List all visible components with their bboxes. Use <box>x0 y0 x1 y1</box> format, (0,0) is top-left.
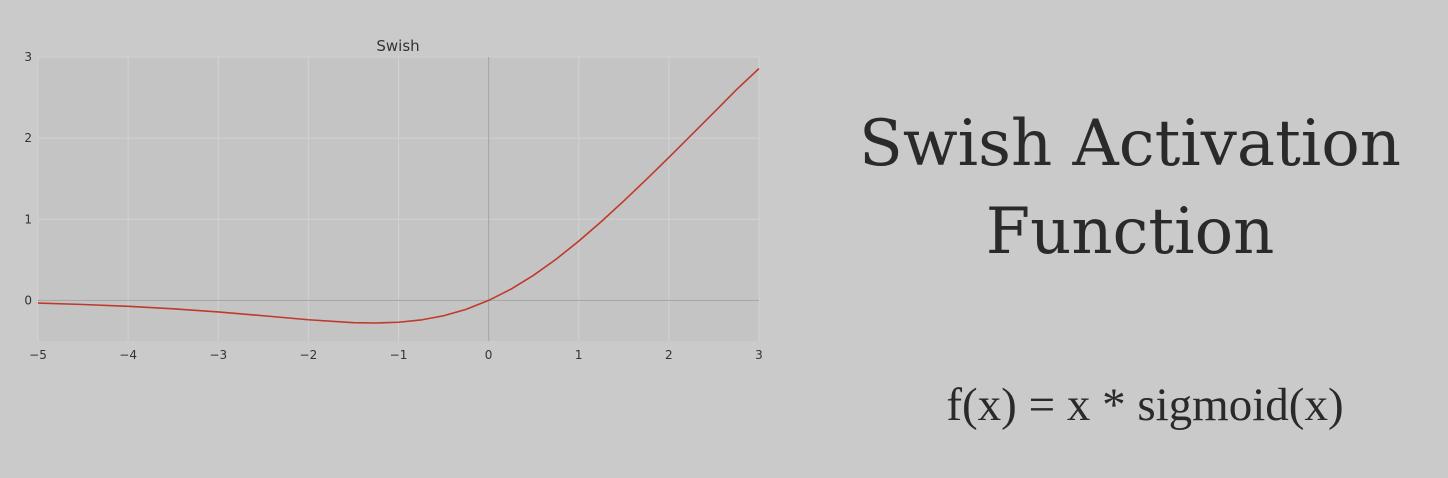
chart-title: Swish <box>376 37 419 55</box>
x-tick-label: −2 <box>300 348 318 362</box>
zero-axes <box>38 57 759 341</box>
x-tick-label: 2 <box>665 348 673 362</box>
y-tick-label: 3 <box>24 50 32 64</box>
headline-line-1: Swish Activation <box>859 107 1401 181</box>
swish-chart: −5 −4 −3 −2 −1 0 1 2 3 0 1 2 3 Swish <box>24 37 763 362</box>
y-tick-labels: 0 1 2 3 <box>24 50 32 307</box>
headline: Swish Activation Function <box>820 100 1440 276</box>
y-tick-label: 2 <box>24 131 32 145</box>
y-tick-label: 0 <box>24 293 32 307</box>
y-tick-label: 1 <box>24 212 32 226</box>
headline-line-2: Function <box>985 195 1275 269</box>
x-tick-label: −3 <box>209 348 227 362</box>
x-tick-label: 0 <box>485 348 493 362</box>
swish-curve-line <box>37 67 760 324</box>
x-tick-label: 1 <box>575 348 583 362</box>
x-tick-label: −5 <box>29 348 47 362</box>
x-tick-labels: −5 −4 −3 −2 −1 0 1 2 3 <box>29 348 763 362</box>
x-tick-label: 3 <box>755 348 763 362</box>
x-tick-label: −1 <box>390 348 408 362</box>
formula-text: f(x) = x * sigmoid(x) <box>946 379 1344 431</box>
x-tick-label: −4 <box>119 348 137 362</box>
